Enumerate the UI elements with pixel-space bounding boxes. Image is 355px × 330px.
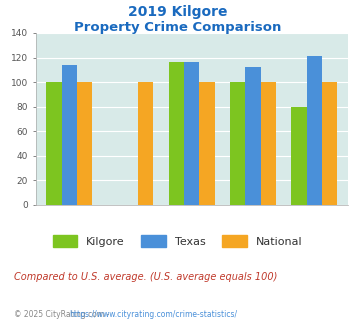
Bar: [169, 62, 184, 205]
Bar: [61, 65, 77, 205]
Bar: [291, 107, 307, 205]
Bar: [46, 82, 61, 205]
Bar: [322, 82, 337, 205]
Bar: [77, 82, 92, 205]
Text: https://www.cityrating.com/crime-statistics/: https://www.cityrating.com/crime-statist…: [69, 310, 237, 319]
Bar: [307, 56, 322, 205]
Text: Compared to U.S. average. (U.S. average equals 100): Compared to U.S. average. (U.S. average …: [14, 272, 278, 282]
Bar: [230, 82, 245, 205]
Bar: [245, 67, 261, 205]
Text: 2019 Kilgore: 2019 Kilgore: [128, 5, 227, 19]
Bar: [138, 82, 153, 205]
Bar: [261, 82, 276, 205]
Bar: [184, 62, 200, 205]
Bar: [200, 82, 215, 205]
Text: Property Crime Comparison: Property Crime Comparison: [74, 21, 281, 34]
Text: © 2025 CityRating.com -: © 2025 CityRating.com -: [14, 310, 112, 319]
Legend: Kilgore, Texas, National: Kilgore, Texas, National: [53, 235, 302, 247]
